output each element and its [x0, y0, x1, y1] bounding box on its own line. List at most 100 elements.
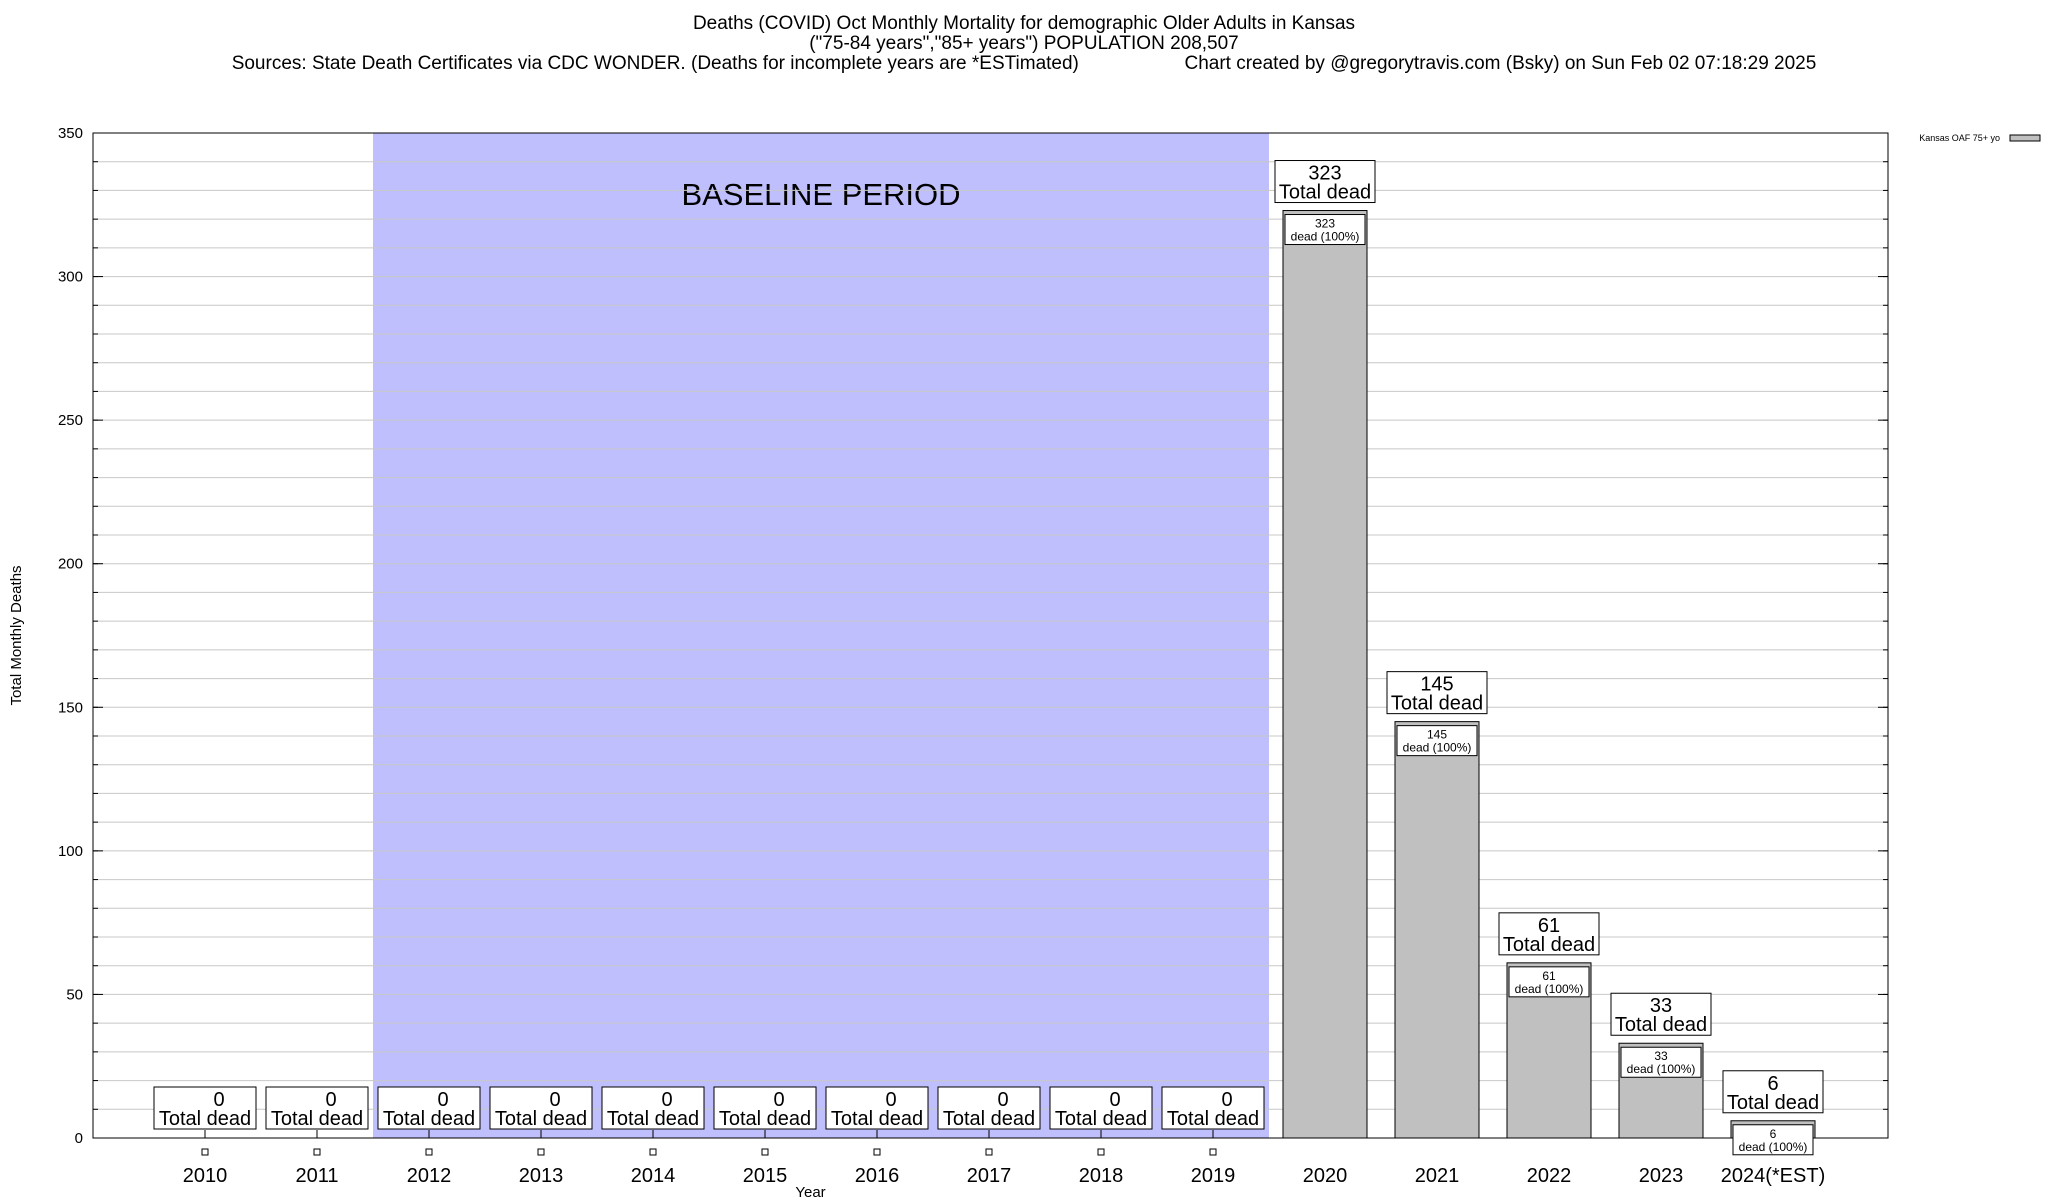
total-value-label: 0 [773, 1089, 784, 1111]
x-tick-label: 2017 [967, 1165, 1012, 1187]
plot-frame [92, 132, 1889, 1139]
total-value-label: 0 [997, 1089, 1008, 1111]
bar [425, 1148, 433, 1156]
total-dead-label: Total dead [271, 1108, 363, 1130]
inner-percent-label: dead (100%) [1627, 1062, 1696, 1076]
total-label-box [825, 1086, 929, 1130]
bar [649, 1148, 657, 1156]
bar [1209, 1148, 1217, 1156]
x-tick-label: 2016 [855, 1165, 900, 1187]
x-tick-label: 2019 [1191, 1165, 1236, 1187]
total-value-label: 0 [661, 1089, 672, 1111]
total-value-label: 145 [1420, 674, 1453, 696]
total-value-label: 0 [1221, 1089, 1232, 1111]
inner-percent-label: dead (100%) [1291, 230, 1360, 244]
total-value-label: 0 [437, 1089, 448, 1111]
x-tick-label: 2013 [519, 1165, 564, 1187]
y-tick-label: 200 [58, 556, 83, 573]
total-dead-label: Total dead [159, 1108, 251, 1130]
total-label-box [1274, 160, 1376, 204]
total-label-box [377, 1086, 481, 1130]
bar [201, 1148, 209, 1156]
inner-label-box [1396, 725, 1478, 757]
total-dead-label: Total dead [607, 1108, 699, 1130]
y-tick-label: 150 [58, 699, 83, 716]
inner-label-box [1508, 966, 1590, 998]
x-tick-label: 2020 [1303, 1165, 1348, 1187]
total-label-box [601, 1086, 705, 1130]
inner-label-box [1732, 1124, 1814, 1156]
inner-value-label: 145 [1427, 728, 1447, 742]
total-label-box [1161, 1086, 1265, 1130]
total-value-label: 0 [325, 1089, 336, 1111]
total-dead-label: Total dead [1727, 1092, 1819, 1114]
total-dead-label: Total dead [1279, 182, 1371, 204]
y-tick-label: 250 [58, 412, 83, 429]
x-tick-label: 2023 [1639, 1165, 1684, 1187]
y-tick-label: 0 [75, 1130, 83, 1147]
total-dead-label: Total dead [1391, 693, 1483, 715]
total-dead-label: Total dead [1503, 934, 1595, 956]
total-label-box [1386, 671, 1488, 715]
total-dead-label: Total dead [383, 1108, 475, 1130]
bar [761, 1148, 769, 1156]
total-label-box [1722, 1070, 1824, 1114]
inner-value-label: 61 [1542, 969, 1556, 983]
x-tick-label: 2018 [1079, 1165, 1124, 1187]
total-dead-label: Total dead [1615, 1014, 1707, 1036]
bar [1282, 210, 1368, 1139]
total-value-label: 0 [885, 1089, 896, 1111]
inner-label-box [1284, 214, 1366, 246]
total-dead-label: Total dead [719, 1108, 811, 1130]
chart-credit: Chart created by @gregorytravis.com (Bsk… [1184, 53, 1817, 74]
chart-subtitle: ("75-84 years","85+ years") POPULATION 2… [809, 33, 1239, 54]
x-tick-label: 2015 [743, 1165, 788, 1187]
legend-swatch [2009, 134, 2041, 142]
total-value-label: 33 [1650, 995, 1672, 1017]
total-value-label: 61 [1538, 915, 1560, 937]
total-label-box [713, 1086, 817, 1130]
x-tick-label: 2010 [183, 1165, 228, 1187]
total-value-label: 323 [1308, 163, 1341, 185]
baseline-label: BASELINE PERIOD [681, 177, 960, 212]
total-label-box [153, 1086, 257, 1130]
y-tick-label: 300 [58, 269, 83, 286]
total-label-box [265, 1086, 369, 1130]
x-tick-label: 2014 [631, 1165, 676, 1187]
bar [1097, 1148, 1105, 1156]
baseline-region [373, 133, 1269, 1138]
chart-header: Deaths (COVID) Oct Monthly Mortality for… [0, 14, 2048, 74]
bar [985, 1148, 993, 1156]
x-tick-label: 2011 [295, 1165, 338, 1187]
bar [873, 1148, 881, 1156]
total-value-label: 0 [1109, 1089, 1120, 1111]
chart-sources-line: Sources: State Death Certificates via CD… [0, 54, 2048, 74]
x-tick-label: 2024(*EST) [1721, 1165, 1826, 1187]
total-label-box [1498, 912, 1600, 956]
total-dead-label: Total dead [1055, 1108, 1147, 1130]
legend: Kansas OAF 75+ yo [1919, 133, 2041, 143]
inner-percent-label: dead (100%) [1515, 982, 1584, 996]
y-tick-label: 50 [66, 986, 83, 1003]
inner-value-label: 33 [1654, 1049, 1668, 1063]
total-label-box [1610, 992, 1712, 1036]
total-dead-label: Total dead [495, 1108, 587, 1130]
x-tick-label: 2012 [407, 1165, 452, 1187]
bar [313, 1148, 321, 1156]
inner-label-box [1620, 1046, 1702, 1078]
x-tick-label: 2021 [1415, 1165, 1460, 1187]
legend-entry-label: Kansas OAF 75+ yo [1919, 133, 2000, 143]
y-tick-label: 100 [58, 843, 83, 860]
total-value-label: 0 [549, 1089, 560, 1111]
total-dead-label: Total dead [831, 1108, 923, 1130]
total-dead-label: Total dead [1167, 1108, 1259, 1130]
chart-sources: Sources: State Death Certificates via CD… [231, 53, 1079, 74]
x-axis-label: Year [795, 1184, 825, 1200]
inner-percent-label: dead (100%) [1739, 1140, 1808, 1154]
inner-value-label: 323 [1315, 217, 1335, 231]
total-label-box [1049, 1086, 1153, 1130]
inner-percent-label: dead (100%) [1403, 741, 1472, 755]
total-label-box [489, 1086, 593, 1130]
